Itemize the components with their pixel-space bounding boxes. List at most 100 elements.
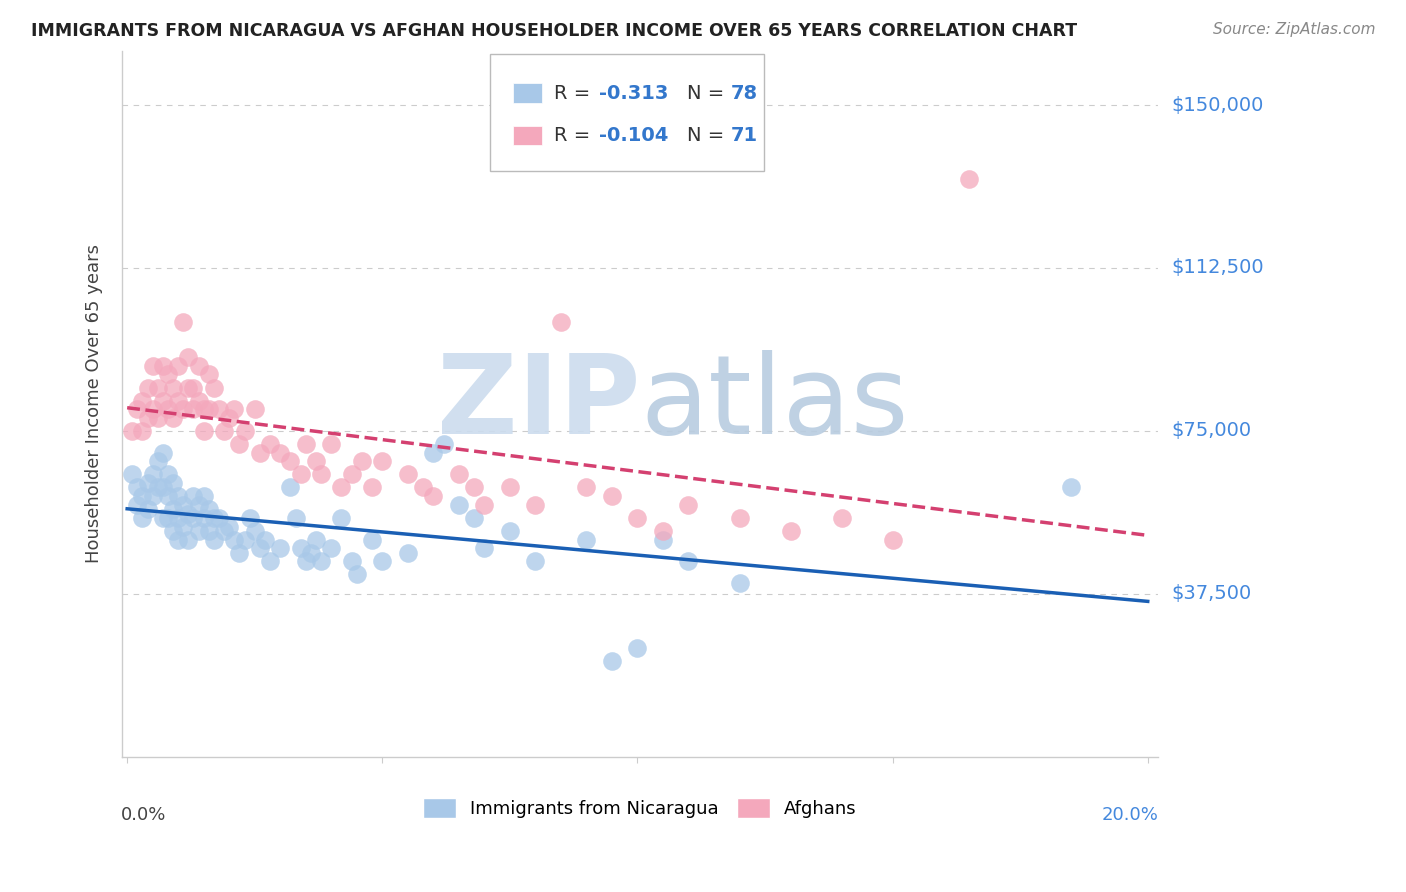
Point xyxy=(136,380,159,394)
Point xyxy=(218,519,240,533)
Point xyxy=(233,533,256,547)
Point xyxy=(131,424,153,438)
Point xyxy=(142,467,165,482)
Point xyxy=(728,511,751,525)
Text: -0.313: -0.313 xyxy=(599,84,668,103)
Point xyxy=(280,454,302,468)
Point xyxy=(152,481,174,495)
Point xyxy=(249,446,271,460)
Point xyxy=(187,524,209,538)
Point xyxy=(831,511,853,525)
Point xyxy=(779,524,801,538)
Point xyxy=(678,554,700,568)
Point xyxy=(499,524,522,538)
Point xyxy=(432,437,454,451)
Point xyxy=(202,380,225,394)
Point xyxy=(183,489,205,503)
Point xyxy=(253,533,276,547)
Point xyxy=(193,489,215,503)
Point xyxy=(422,446,444,460)
Point xyxy=(396,467,419,482)
Point xyxy=(259,554,281,568)
Point xyxy=(321,541,343,556)
Point xyxy=(136,476,159,491)
Point xyxy=(626,641,648,656)
Point xyxy=(524,554,547,568)
Point xyxy=(346,567,368,582)
Point xyxy=(152,359,174,373)
Point xyxy=(447,467,470,482)
Point xyxy=(127,498,149,512)
Text: R =: R = xyxy=(554,126,596,145)
Text: 0.0%: 0.0% xyxy=(121,806,166,824)
Point xyxy=(177,350,200,364)
Point xyxy=(146,481,169,495)
Point xyxy=(177,380,200,394)
Point xyxy=(131,489,153,503)
Point xyxy=(626,511,648,525)
Point xyxy=(284,511,307,525)
Point xyxy=(550,315,572,329)
Point xyxy=(212,524,235,538)
Point xyxy=(183,380,205,394)
Point xyxy=(1060,481,1083,495)
Point xyxy=(198,502,221,516)
Point xyxy=(142,359,165,373)
Point xyxy=(305,454,328,468)
Point xyxy=(294,437,316,451)
Point xyxy=(162,502,184,516)
Point xyxy=(208,402,231,417)
Point xyxy=(472,498,495,512)
Point xyxy=(330,481,353,495)
Point xyxy=(321,437,343,451)
FancyBboxPatch shape xyxy=(489,54,765,170)
Point xyxy=(218,411,240,425)
Point xyxy=(350,454,373,468)
Point xyxy=(162,524,184,538)
Point xyxy=(136,411,159,425)
Point xyxy=(198,368,221,382)
Text: IMMIGRANTS FROM NICARAGUA VS AFGHAN HOUSEHOLDER INCOME OVER 65 YEARS CORRELATION: IMMIGRANTS FROM NICARAGUA VS AFGHAN HOUS… xyxy=(31,22,1077,40)
Point xyxy=(290,541,312,556)
Point xyxy=(167,489,190,503)
Point xyxy=(198,402,221,417)
Point xyxy=(361,533,384,547)
Point xyxy=(172,315,194,329)
Point xyxy=(361,481,384,495)
Point xyxy=(167,533,190,547)
Point xyxy=(156,368,179,382)
Point xyxy=(177,533,200,547)
Point xyxy=(280,481,302,495)
Point xyxy=(330,511,353,525)
Point xyxy=(142,402,165,417)
Text: N =: N = xyxy=(686,84,730,103)
Point xyxy=(412,481,434,495)
Point xyxy=(882,533,904,547)
Bar xyxy=(513,83,541,103)
Point xyxy=(957,172,980,186)
Point xyxy=(499,481,522,495)
Point xyxy=(208,511,231,525)
Text: ZIP: ZIP xyxy=(437,351,640,458)
Point xyxy=(309,554,332,568)
Point xyxy=(340,554,363,568)
Text: R =: R = xyxy=(554,84,596,103)
Text: N =: N = xyxy=(686,126,730,145)
Text: 78: 78 xyxy=(731,84,758,103)
Point xyxy=(193,511,215,525)
Point xyxy=(146,454,169,468)
Point xyxy=(575,533,598,547)
Point xyxy=(198,524,221,538)
Point xyxy=(600,654,623,668)
Point xyxy=(167,511,190,525)
Text: 71: 71 xyxy=(731,126,758,145)
Point xyxy=(152,393,174,408)
Point xyxy=(172,519,194,533)
Point xyxy=(152,511,174,525)
Point xyxy=(233,424,256,438)
Point xyxy=(371,454,394,468)
Point xyxy=(156,467,179,482)
Text: Source: ZipAtlas.com: Source: ZipAtlas.com xyxy=(1212,22,1375,37)
Point xyxy=(224,402,246,417)
Point xyxy=(422,489,444,503)
